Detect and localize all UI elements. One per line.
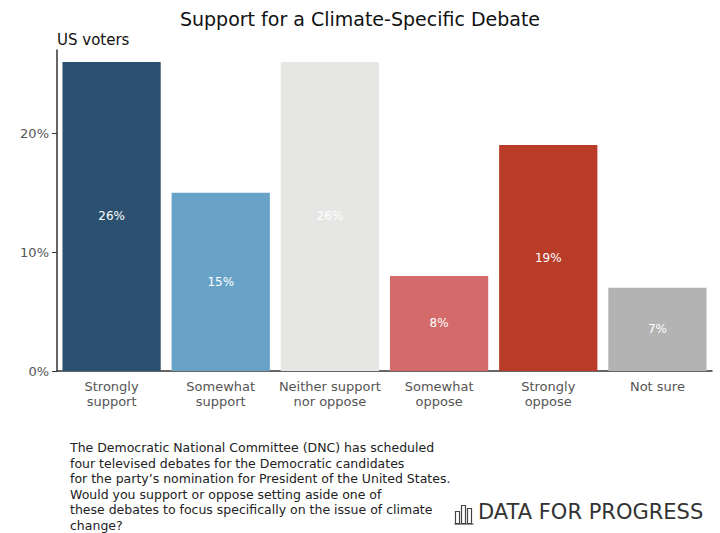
- svg-text:The Democratic National Commit: The Democratic National Committee (DNC) …: [69, 440, 434, 455]
- svg-text:10%: 10%: [20, 245, 49, 260]
- svg-text:nor oppose: nor oppose: [293, 394, 366, 409]
- svg-text:0%: 0%: [28, 364, 49, 379]
- svg-text:oppose: oppose: [415, 394, 462, 409]
- svg-text:for the party’s nomination for: for the party’s nomination for President…: [70, 471, 450, 486]
- svg-text:support: support: [196, 394, 246, 409]
- svg-text:four televised debates for the: four televised debates for the Democrati…: [70, 456, 404, 471]
- svg-text:15%: 15%: [207, 275, 234, 289]
- svg-text:Strongly: Strongly: [521, 379, 575, 394]
- svg-text:change?: change?: [70, 518, 123, 533]
- svg-text:19%: 19%: [535, 251, 562, 265]
- svg-text:26%: 26%: [98, 209, 125, 223]
- svg-text:oppose: oppose: [525, 394, 572, 409]
- svg-text:8%: 8%: [430, 316, 449, 330]
- svg-text:26%: 26%: [317, 209, 344, 223]
- svg-text:Support for a Climate-Specific: Support for a Climate-Specific Debate: [180, 8, 540, 30]
- svg-text:Would you support or oppose se: Would you support or oppose setting asid…: [70, 487, 382, 502]
- svg-text:Not sure: Not sure: [630, 379, 685, 394]
- svg-text:DATA FOR PROGRESS: DATA FOR PROGRESS: [478, 500, 703, 524]
- svg-text:Neither support: Neither support: [279, 379, 381, 394]
- svg-text:20%: 20%: [20, 126, 49, 141]
- svg-text:Strongly: Strongly: [84, 379, 138, 394]
- svg-text:these debates to focus specifi: these debates to focus specifically on t…: [70, 502, 433, 517]
- svg-text:support: support: [87, 394, 137, 409]
- svg-text:US voters: US voters: [57, 31, 130, 49]
- svg-text:7%: 7%: [648, 322, 667, 336]
- svg-text:Somewhat: Somewhat: [186, 379, 255, 394]
- svg-text:Somewhat: Somewhat: [405, 379, 474, 394]
